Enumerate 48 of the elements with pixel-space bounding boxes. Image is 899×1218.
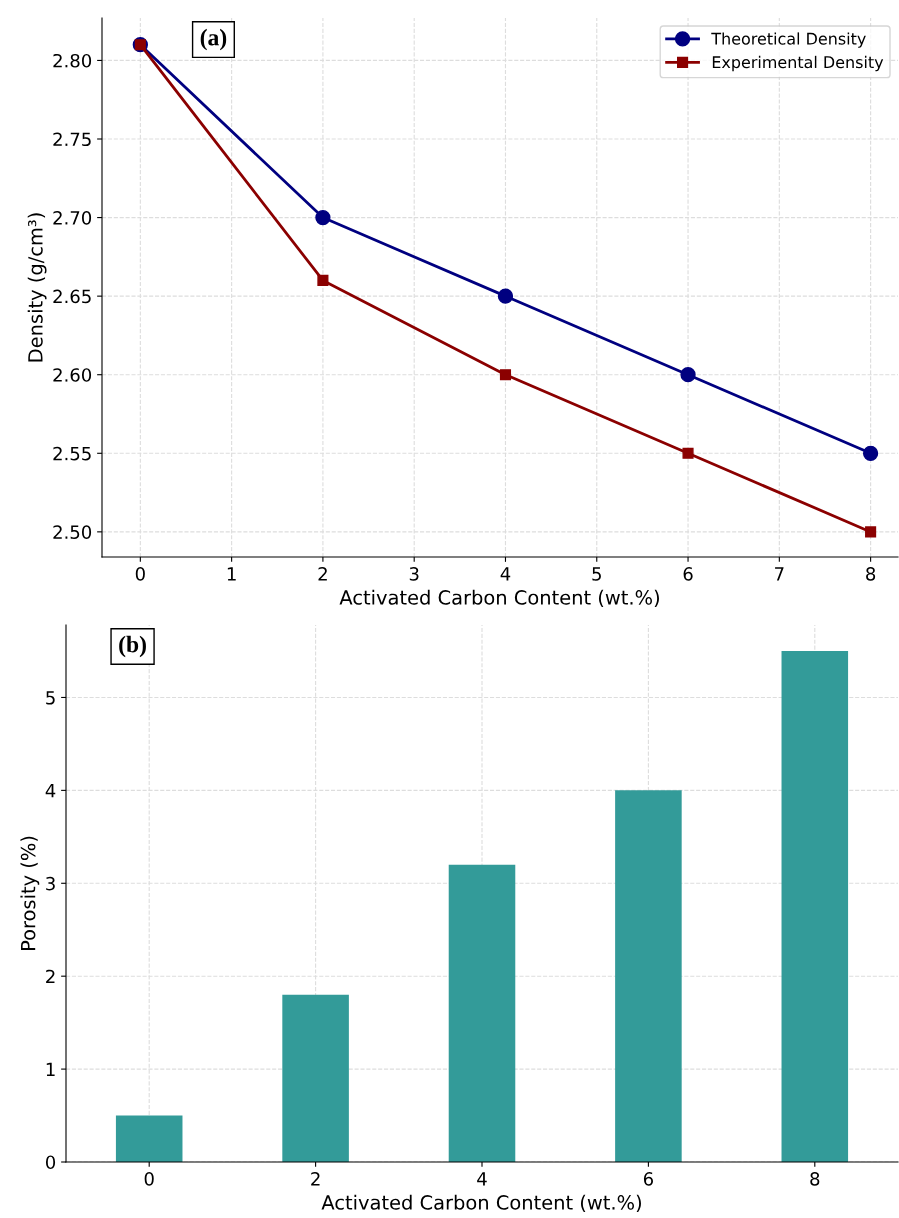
y-axis-title: Porosity (%) [20, 836, 40, 951]
annotation: (b) [119, 635, 146, 658]
x-axis-title: Activated Carbon Content (wt.%) [339, 589, 659, 608]
x-tick-label: 3 [409, 567, 419, 581]
y-tick-label: 1 [46, 1062, 55, 1076]
y-tick-label: 2.80 [53, 53, 92, 68]
point [497, 288, 514, 304]
legend-label: Theoretical Density [711, 32, 866, 48]
y-tick-label: 2 [46, 969, 55, 984]
x-tick-label: 8 [866, 567, 876, 581]
point [865, 526, 877, 538]
x-tick-label: 8 [810, 1172, 820, 1186]
bar [448, 864, 516, 1162]
point [682, 447, 694, 459]
x-axis-title: Activated Carbon Content (wt.%) [321, 1194, 641, 1213]
y-tick-label: 2.50 [53, 525, 92, 539]
point [680, 367, 696, 383]
x-tick-label: 4 [477, 1172, 487, 1186]
x-tick-label: 0 [135, 567, 145, 581]
y-tick-label: 2.65 [53, 289, 91, 304]
bar [615, 790, 682, 1162]
y-tick-label: 2.75 [53, 132, 91, 147]
y-tick-label: 0 [45, 1155, 56, 1170]
point [862, 445, 879, 461]
x-tick-label: 0 [144, 1172, 154, 1186]
x-tick-label: 7 [775, 567, 784, 581]
y-tick-label: 2.60 [53, 368, 92, 382]
y-tick-label: 2.55 [53, 446, 91, 461]
y-tick-label: 4 [45, 784, 56, 798]
y-tick-label: 2.70 [53, 211, 92, 225]
y-axis-title: Density (g/cm³) [27, 213, 47, 362]
point [499, 369, 512, 381]
x-tick-label: 6 [643, 1172, 654, 1186]
bar [781, 651, 849, 1162]
x-tick-label: 4 [500, 567, 511, 581]
bar [115, 1115, 183, 1162]
x-tick-label: 1 [227, 567, 236, 581]
bar [282, 994, 349, 1162]
x-tick-label: 2 [311, 1172, 320, 1186]
x-tick-label: 6 [683, 567, 693, 581]
legend-label: Experimental Density [712, 55, 884, 72]
x-tick-label: 2 [318, 567, 327, 581]
point [317, 274, 329, 286]
y-tick-label: 5 [46, 691, 55, 705]
annotation: (a) [200, 28, 227, 51]
y-tick-label: 3 [46, 876, 55, 891]
x-tick-label: 5 [592, 567, 601, 581]
point [315, 209, 331, 226]
